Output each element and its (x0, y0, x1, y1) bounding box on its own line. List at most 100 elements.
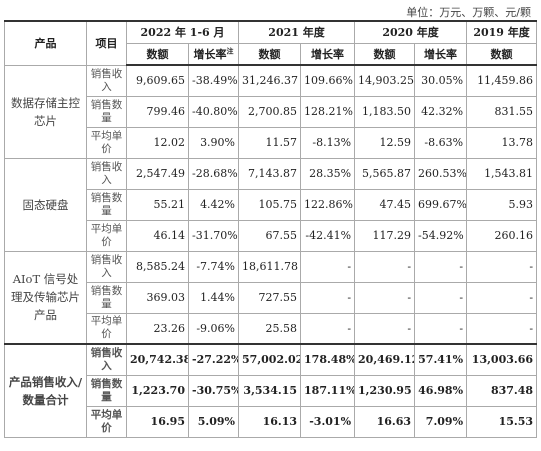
value-cell: 55.21 (126, 188, 189, 221)
value-cell: 16.13 (238, 405, 302, 438)
value-cell: 109.66% (300, 64, 356, 97)
value-cell: 4.42% (187, 188, 240, 221)
value-cell: 3.90% (187, 126, 240, 159)
value-cell: 30.05% (414, 64, 468, 97)
value-cell: 260.53% (414, 157, 468, 190)
item-cell: 销售数量 (86, 95, 127, 128)
value-cell: -38.49% (187, 64, 240, 97)
header-cell: 产品 (4, 20, 87, 66)
value-cell: 128.21% (300, 95, 356, 128)
value-cell: 2,547.49 (126, 157, 189, 190)
data-row: 销售数量 55.21 4.42% 105.75 122.86% 47.45 699.67% 5… (5, 188, 538, 221)
value-cell: 122.86% (300, 188, 356, 221)
value-cell: -8.63% (414, 126, 468, 159)
value-cell: 5.09% (187, 405, 240, 438)
data-row: 平均单价 12.02 3.90% 11.57 -8.13% 12.59 -8.63% 13.7… (5, 126, 538, 159)
header-cell: 项目 (86, 20, 127, 66)
product-cell: AIoT 信号处理及传输芯片产品 (4, 250, 87, 345)
data-row: AIoT 信号处理及传输芯片产品 销售收入 8,585.24 -7.74% 18,611… (4, 250, 538, 345)
item-cell: 销售收入 (86, 250, 127, 283)
data-row: 平均单价 16.95 5.09% 16.13 -3.01% 16.63 7.09% 15.53 (5, 405, 538, 438)
item-cell: 销售数量 (86, 281, 127, 314)
column-header: 增长率 (300, 42, 356, 66)
value-cell: 831.55 (466, 95, 538, 128)
product-cell: 数据存储主控芯片 (4, 64, 87, 159)
value-cell: 18,611.78 (238, 250, 302, 283)
value-cell: 799.46 (126, 95, 189, 128)
item-cell: 销售收入 (86, 64, 127, 97)
value-cell: 105.75 (238, 188, 302, 221)
value-cell: - (414, 250, 468, 283)
value-cell: 12.02 (126, 126, 189, 159)
value-cell: -3.01% (300, 405, 356, 438)
value-cell: 42.32% (414, 95, 468, 128)
item-cell: 销售数量 (86, 374, 127, 407)
data-row: 固态硬盘 销售收入 2,547.49 -28.68% 7,143.87 28.35% 5,5… (4, 157, 538, 252)
value-cell: 11,459.86 (466, 64, 538, 97)
value-cell: 11.57 (238, 126, 302, 159)
column-header: 数额 (238, 42, 302, 66)
value-cell: 25.58 (238, 312, 302, 345)
value-cell: 5,565.87 (354, 157, 416, 190)
column-header: 数额 (354, 42, 416, 66)
table-header: 产品 项目 2022 年 1-6 月 2021 年度 2020 年度 2019 年度 数额增… (4, 20, 538, 66)
value-cell: - (414, 312, 468, 345)
item-cell: 平均单价 (86, 312, 127, 345)
data-row: 销售数量 799.46 -40.80% 2,700.85 128.21% 1,183.50… (5, 95, 538, 128)
period-header: 2021 年度 (238, 20, 356, 44)
value-cell: -31.70% (187, 219, 240, 252)
item-cell: 销售数量 (86, 188, 127, 221)
value-cell: 5.93 (466, 188, 538, 221)
value-cell: 12.59 (354, 126, 416, 159)
header-row: 数额 增长率注 数额 增长率 数额 增长率 数额 (5, 42, 538, 66)
period-header: 2019 年度 (466, 20, 538, 44)
value-cell: 28.35% (300, 157, 356, 190)
value-cell: -30.75% (187, 374, 240, 407)
data-row: 产品销售收入/数量合计 销售收入 20,742.38 -27.22% 57,002.02… (4, 343, 538, 438)
value-cell: 46.14 (126, 219, 189, 252)
value-cell: 837.48 (466, 374, 538, 407)
value-cell: - (466, 281, 538, 314)
value-cell: 13,003.66 (466, 343, 538, 376)
value-cell: 13.78 (466, 126, 538, 159)
value-cell: - (300, 312, 356, 345)
product-cell: 固态硬盘 (4, 157, 87, 252)
value-cell: 14,903.25 (354, 64, 416, 97)
data-row: 销售数量 369.03 1.44% 727.55- - - - (5, 281, 538, 314)
value-cell: 20,742.38 (126, 343, 189, 376)
item-cell: 平均单价 (86, 126, 127, 159)
value-cell: -54.92% (414, 219, 468, 252)
value-cell: 1,230.95 (354, 374, 416, 407)
value-cell: 1,223.70 (126, 374, 189, 407)
value-cell: 9,609.65 (126, 64, 189, 97)
data-row: 平均单价 23.26 -9.06% 25.58- - - - (5, 312, 538, 345)
data-row: 数据存储主控芯片 销售收入 9,609.65 -38.49% 31,246.37 109.… (4, 64, 538, 159)
value-cell: 1,543.81 (466, 157, 538, 190)
value-cell: 8,585.24 (126, 250, 189, 283)
value-cell: - (354, 281, 416, 314)
value-cell: 369.03 (126, 281, 189, 314)
period-header: 2022 年 1-6 月 (125, 20, 240, 44)
value-cell: 117.29 (354, 219, 416, 252)
value-cell: 31,246.37 (238, 64, 302, 97)
value-cell: 7.09% (414, 405, 468, 438)
sales-table: 产品 项目 2022 年 1-6 月 2021 年度 2020 年度 2019 年度 数额增… (4, 20, 538, 438)
column-header: 数额 (466, 42, 538, 66)
value-cell: - (300, 281, 356, 314)
value-cell: -7.74% (187, 250, 240, 283)
value-cell: -28.68% (187, 157, 240, 190)
value-cell: -40.80% (187, 95, 240, 128)
value-cell: -42.41% (300, 219, 356, 252)
table-body: 数据存储主控芯片 销售收入 9,609.65 -38.49% 31,246.37 109.… (4, 64, 538, 438)
column-header: 数额 (126, 42, 189, 66)
value-cell: 67.55 (238, 219, 302, 252)
value-cell: 699.67% (414, 188, 468, 221)
value-cell: 57.41% (414, 343, 468, 376)
value-cell: - (414, 281, 468, 314)
value-cell: -27.22% (187, 343, 240, 376)
item-cell: 平均单价 (86, 405, 127, 438)
value-cell: 16.95 (126, 405, 189, 438)
value-cell: 1,183.50 (354, 95, 416, 128)
value-cell: 2,700.85 (238, 95, 302, 128)
value-cell: 15.53 (466, 405, 538, 438)
